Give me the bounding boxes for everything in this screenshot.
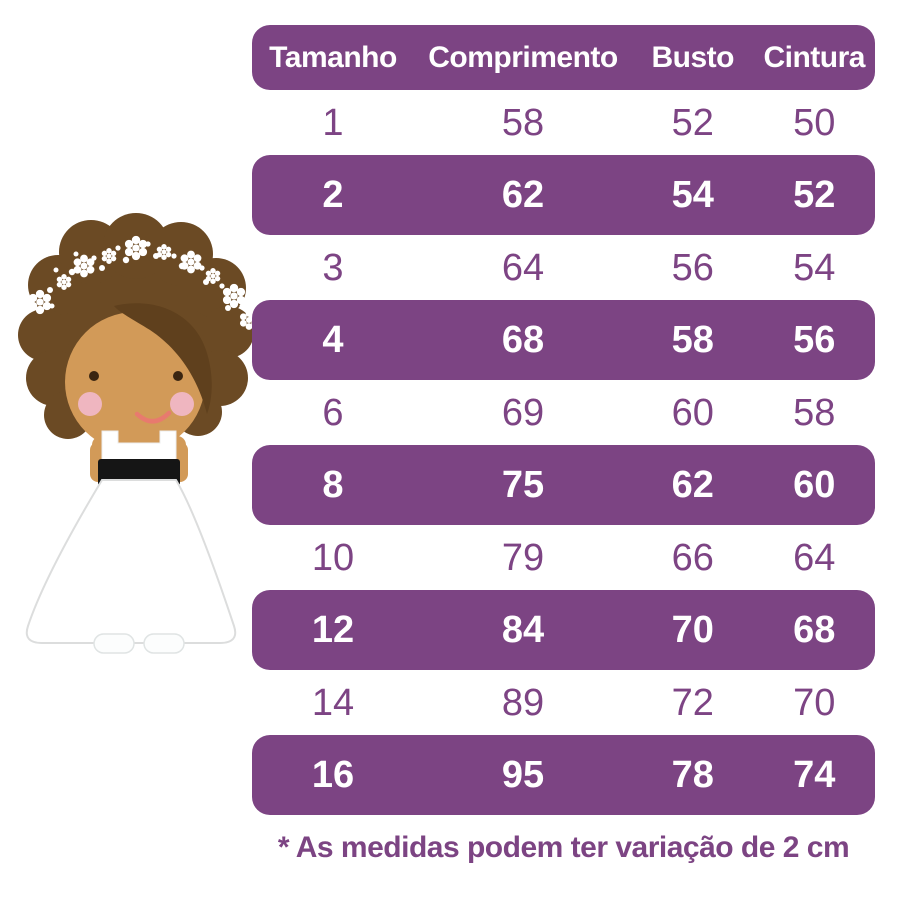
column-header: Cintura <box>763 40 865 74</box>
table-row: 6 69 60 58 <box>252 380 875 445</box>
table-cell: 56 <box>671 246 714 289</box>
table-cell: 6 <box>322 391 344 434</box>
table-cell: 54 <box>793 246 836 289</box>
table-cell: 58 <box>793 391 836 434</box>
table-cell: 3 <box>322 246 344 289</box>
table-cell: 95 <box>501 754 545 796</box>
flower-garland-icon <box>28 235 256 330</box>
column-header: Tamanho <box>269 40 397 74</box>
table-cell: 62 <box>501 174 545 216</box>
table-cell: 4 <box>322 319 344 361</box>
torso <box>90 430 188 486</box>
bangs <box>114 303 212 414</box>
table-cell: 54 <box>671 174 714 216</box>
table-header: Tamanho Comprimento Busto Cintura <box>252 25 875 90</box>
size-table: Tamanho Comprimento Busto Cintura 1 58 52 50 2 6… <box>252 25 875 865</box>
table-cell: 69 <box>501 391 545 434</box>
table-cell: 78 <box>671 754 714 796</box>
table-cell: 52 <box>793 174 836 216</box>
table-cell: 75 <box>501 464 545 506</box>
table-cell: 58 <box>671 319 714 361</box>
table-cell: 10 <box>311 536 355 579</box>
right-eye <box>173 371 183 381</box>
table-cell: 64 <box>501 246 545 289</box>
column-header: Comprimento <box>428 40 618 74</box>
table-cell: 79 <box>501 536 545 579</box>
left-cheek <box>78 392 102 416</box>
table-cell: 84 <box>501 609 545 651</box>
table-row: 2 62 54 52 <box>252 155 875 235</box>
table-cell: 14 <box>311 681 355 724</box>
table-row: 4 68 58 56 <box>252 300 875 380</box>
table-row: 8 75 62 60 <box>252 445 875 525</box>
right-shoe <box>143 633 185 654</box>
table-cell: 50 <box>793 101 836 144</box>
table-cell: 8 <box>322 464 344 506</box>
left-shoe <box>93 633 135 654</box>
table-row: 10 79 66 64 <box>252 525 875 590</box>
table-cell: 56 <box>793 319 836 361</box>
table-cell: 64 <box>793 536 836 579</box>
table-cell: 2 <box>322 174 344 216</box>
table-cell: 1 <box>322 101 344 144</box>
table-cell: 66 <box>671 536 714 579</box>
smile <box>134 410 172 424</box>
table-row: 12 84 70 68 <box>252 590 875 670</box>
table-cell: 72 <box>671 681 714 724</box>
table-cell: 12 <box>311 609 355 651</box>
right-cheek <box>170 392 194 416</box>
table-cell: 60 <box>671 391 714 434</box>
table-cell: 52 <box>671 101 714 144</box>
table-row: 16 95 78 74 <box>252 735 875 815</box>
table-cell: 70 <box>671 609 714 651</box>
table-row: 14 89 72 70 <box>252 670 875 735</box>
left-eye <box>89 371 99 381</box>
column-header: Busto <box>651 40 735 74</box>
table-cell: 68 <box>793 609 836 651</box>
footnote: * As medidas podem ter variação de 2 cm <box>277 831 850 864</box>
face <box>65 312 205 452</box>
flower-girl-illustration <box>18 213 256 654</box>
skirt <box>25 479 237 644</box>
table-body: 1 58 52 50 2 62 54 52 3 64 56 54 4 68 58 56 6 69 60 58 8 75 62… <box>252 90 875 815</box>
table-row: 3 64 56 54 <box>252 235 875 300</box>
table-cell: 74 <box>793 754 836 796</box>
table-cell: 70 <box>793 681 836 724</box>
table-cell: 60 <box>793 464 836 506</box>
table-cell: 68 <box>501 319 545 361</box>
table-cell: 58 <box>501 101 545 144</box>
table-cell: 89 <box>501 681 545 724</box>
table-cell: 16 <box>311 754 355 796</box>
table-cell: 62 <box>671 464 714 506</box>
table-row: 1 58 52 50 <box>252 90 875 155</box>
